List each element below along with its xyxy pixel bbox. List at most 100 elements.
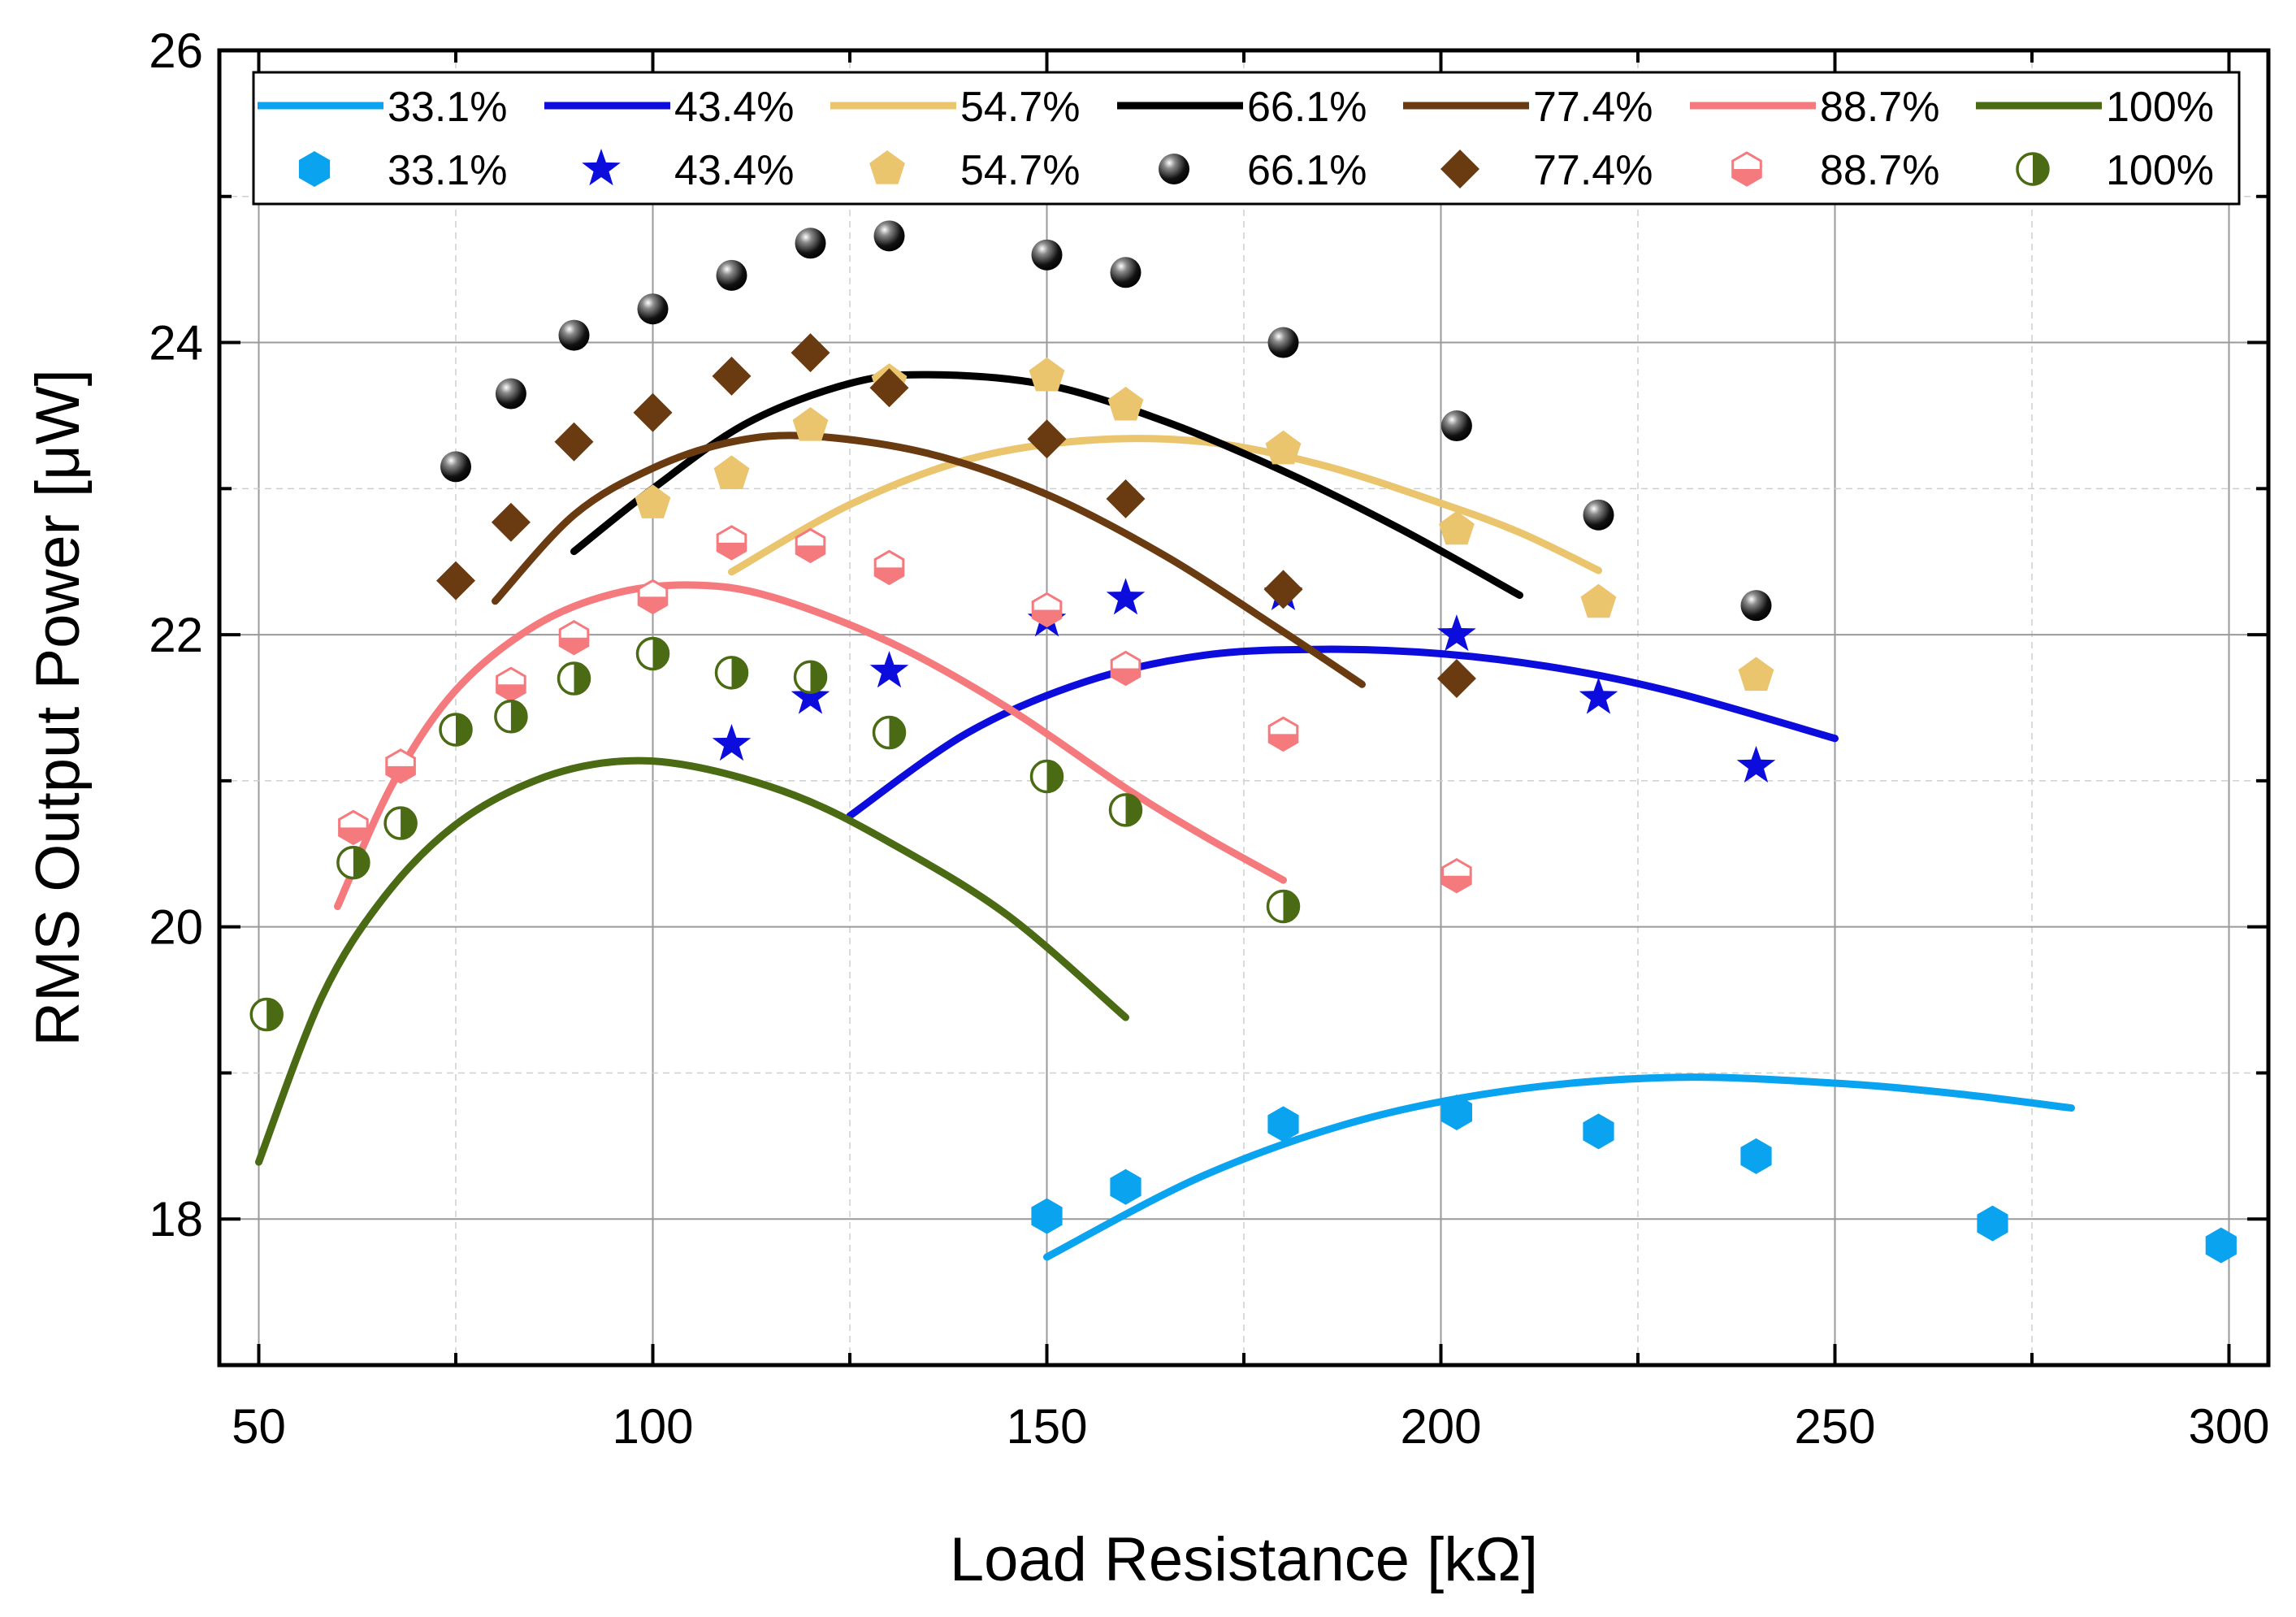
data-point [1029, 759, 1064, 794]
data-point [1107, 386, 1144, 421]
legend-marker-label: 88.7% [1820, 147, 1939, 194]
data-point [1441, 857, 1472, 894]
legend-marker-label: 77.4% [1533, 147, 1653, 194]
legend-line-label: 33.1% [388, 84, 507, 131]
data-point [791, 677, 830, 714]
x-tick-label: 100 [612, 1399, 693, 1454]
data-point [712, 356, 752, 396]
data-point [1440, 1095, 1472, 1130]
data-points [249, 220, 2237, 1264]
data-point [494, 700, 528, 734]
data-point [1583, 1113, 1614, 1150]
data-point [439, 713, 473, 747]
data-point [1027, 419, 1067, 459]
y-tick-label: 24 [149, 316, 203, 371]
data-point [712, 723, 752, 761]
data-point [336, 845, 370, 880]
data-point [491, 502, 531, 542]
data-point [637, 579, 669, 615]
data-point [795, 228, 826, 259]
data-point [338, 809, 369, 846]
legend-marker-swatch [2016, 152, 2050, 186]
x-tick-label: 150 [1006, 1399, 1087, 1454]
data-point [791, 333, 830, 373]
y-tick-label: 20 [149, 900, 203, 955]
y-tick-label: 22 [149, 608, 203, 662]
data-point [2205, 1227, 2237, 1264]
data-point [716, 525, 747, 561]
legend-marker-swatch [298, 151, 331, 187]
data-point [1110, 257, 1142, 288]
data-point [495, 378, 526, 410]
data-point [637, 293, 669, 325]
data-point [1440, 410, 1472, 442]
fit-curve [846, 645, 1839, 820]
fit-curve [334, 581, 1287, 910]
data-point [1031, 592, 1063, 628]
data-point [1738, 657, 1774, 691]
data-point [1266, 889, 1301, 924]
data-point [1108, 793, 1143, 827]
data-point [635, 484, 671, 518]
data-point [1110, 1168, 1142, 1205]
data-point [1580, 583, 1617, 618]
legend-marker-swatch [582, 149, 621, 186]
data-point [1267, 327, 1299, 358]
data-point [1106, 578, 1146, 615]
data-point [795, 527, 826, 564]
data-point [249, 997, 284, 1032]
x-tick-label: 50 [232, 1399, 286, 1454]
legend-marker-label: 66.1% [1247, 147, 1367, 194]
legend-line-label: 88.7% [1820, 84, 1939, 131]
data-point [716, 259, 747, 291]
x-tick-label: 300 [2188, 1399, 2269, 1454]
data-point [872, 715, 907, 750]
legend: 33.1% 33.1% 43.4% 43.4% 54.7% 54.7% 66.1% 66.1%… [252, 71, 2241, 206]
data-point [713, 455, 750, 489]
data-point [1265, 430, 1302, 465]
legend-line-label: 54.7% [960, 84, 1080, 131]
data-point [554, 422, 594, 462]
data-point [869, 651, 909, 688]
fit-curve [728, 435, 1602, 576]
data-point [1583, 499, 1614, 531]
legend-marker-label: 33.1% [388, 147, 507, 194]
y-tick-label: 18 [149, 1192, 203, 1246]
data-point [1110, 650, 1142, 687]
fit-curves [255, 371, 2075, 1261]
legend-box [252, 71, 2241, 206]
data-point [1439, 510, 1475, 545]
data-point [558, 619, 590, 656]
legend-marker-swatch [1440, 150, 1479, 189]
data-point [1106, 479, 1146, 518]
y-tick-label: 26 [149, 24, 203, 78]
data-point [1740, 1138, 1772, 1174]
data-point [1263, 570, 1303, 609]
fit-curve [492, 431, 1366, 688]
legend-marker-swatch [1731, 151, 1762, 187]
legend-marker-label: 43.4% [674, 147, 794, 194]
data-point [1740, 590, 1772, 622]
data-point [873, 220, 905, 252]
grid [219, 50, 2268, 1365]
fit-curve [255, 756, 1129, 1166]
data-point [714, 656, 749, 690]
data-point [557, 661, 591, 696]
data-point [1029, 357, 1065, 392]
data-point [1736, 745, 1776, 783]
fit-curve [1043, 1073, 2075, 1261]
data-point [1267, 1106, 1299, 1142]
data-point [793, 660, 828, 694]
data-point [869, 368, 909, 408]
y-axis-title: RMS Output Power [μW] [24, 369, 93, 1047]
legend-line-label: 66.1% [1247, 84, 1367, 131]
legend-line-label: 77.4% [1533, 84, 1653, 131]
x-axis-title: Load Resistance [kΩ] [950, 1525, 1538, 1594]
data-point [558, 319, 590, 351]
legend-marker-swatch [869, 150, 905, 184]
data-point [440, 451, 471, 483]
x-tick-label: 200 [1400, 1399, 1481, 1454]
data-point [496, 666, 526, 702]
data-point [385, 748, 416, 784]
